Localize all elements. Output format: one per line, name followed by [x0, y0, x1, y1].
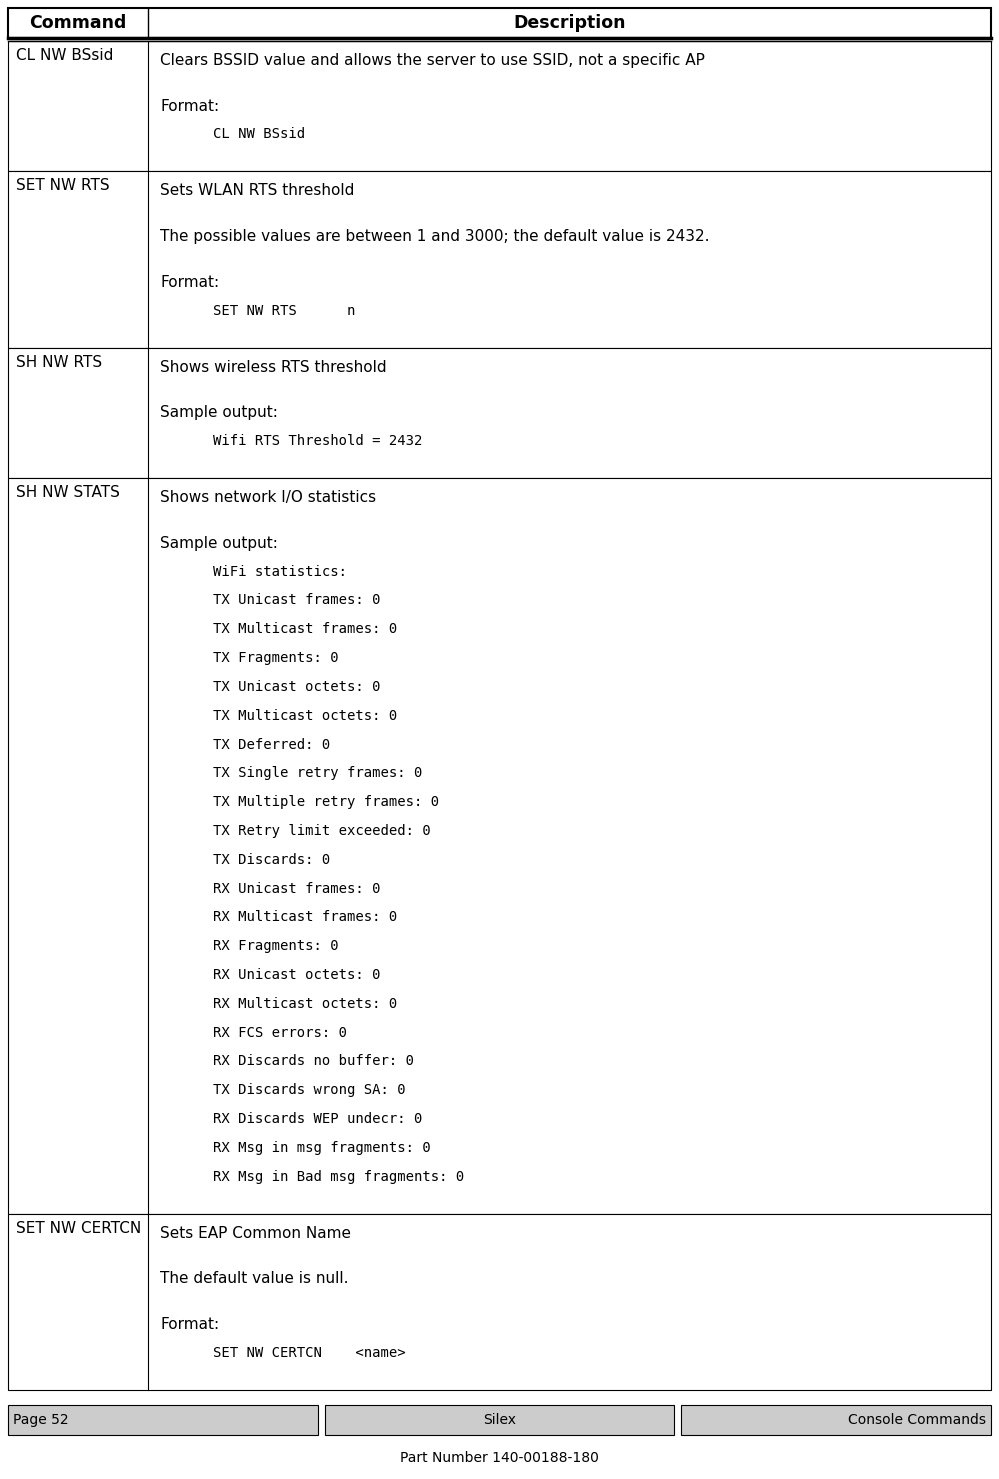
Text: Sets WLAN RTS threshold: Sets WLAN RTS threshold [160, 183, 355, 198]
Text: SET NW CERTCN: SET NW CERTCN [16, 1220, 141, 1236]
Text: TX Discards wrong SA: 0: TX Discards wrong SA: 0 [213, 1083, 406, 1097]
Text: The possible values are between 1 and 3000; the default value is 2432.: The possible values are between 1 and 30… [160, 229, 709, 244]
Bar [8, 348, 991, 478]
Bar [681, 1405, 991, 1435]
Text: SH NW RTS: SH NW RTS [16, 355, 102, 370]
Text: Page 52: Page 52 [13, 1412, 69, 1427]
Bar [8, 7, 991, 38]
Text: RX Unicast frames: 0: RX Unicast frames: 0 [213, 881, 381, 896]
Text: RX Unicast octets: 0: RX Unicast octets: 0 [213, 969, 381, 982]
Text: Sample output:: Sample output: [160, 535, 278, 550]
Bar [8, 172, 991, 348]
Bar [8, 1214, 991, 1390]
Text: RX Fragments: 0: RX Fragments: 0 [213, 939, 339, 952]
Text: TX Single retry frames: 0: TX Single retry frames: 0 [213, 766, 423, 781]
Text: SET NW RTS      n: SET NW RTS n [213, 303, 356, 318]
Text: TX Unicast frames: 0: TX Unicast frames: 0 [213, 593, 381, 608]
Text: SET NW RTS: SET NW RTS [16, 179, 110, 194]
Text: Shows wireless RTS threshold: Shows wireless RTS threshold [160, 359, 387, 374]
Text: Format:: Format: [160, 99, 219, 114]
Text: Format:: Format: [160, 1318, 219, 1333]
Text: Description: Description [513, 13, 625, 33]
Text: RX Msg in msg fragments: 0: RX Msg in msg fragments: 0 [213, 1140, 431, 1155]
Bar [8, 478, 991, 1214]
Text: SET NW CERTCN    <name>: SET NW CERTCN <name> [213, 1346, 406, 1359]
Text: Console Commands: Console Commands [848, 1412, 986, 1427]
Text: Wifi RTS Threshold = 2432: Wifi RTS Threshold = 2432 [213, 435, 423, 448]
Text: Command: Command [29, 13, 127, 33]
Text: RX Discards no buffer: 0: RX Discards no buffer: 0 [213, 1055, 414, 1068]
Text: Shows network I/O statistics: Shows network I/O statistics [160, 490, 377, 506]
Text: RX Multicast octets: 0: RX Multicast octets: 0 [213, 997, 398, 1010]
Bar [8, 41, 991, 172]
Text: TX Retry limit exceeded: 0: TX Retry limit exceeded: 0 [213, 824, 431, 839]
Text: Clears BSSID value and allows the server to use SSID, not a specific AP: Clears BSSID value and allows the server… [160, 53, 705, 68]
Text: Sample output:: Sample output: [160, 405, 278, 420]
Text: TX Unicast octets: 0: TX Unicast octets: 0 [213, 680, 381, 694]
Text: TX Multicast frames: 0: TX Multicast frames: 0 [213, 623, 398, 636]
Text: TX Multicast octets: 0: TX Multicast octets: 0 [213, 708, 398, 723]
Bar [8, 1405, 318, 1435]
Text: TX Multiple retry frames: 0: TX Multiple retry frames: 0 [213, 796, 440, 809]
Text: Silex: Silex [483, 1412, 516, 1427]
Text: Sets EAP Common Name: Sets EAP Common Name [160, 1226, 351, 1241]
Text: CL NW BSsid: CL NW BSsid [16, 47, 113, 64]
Text: RX Msg in Bad msg fragments: 0: RX Msg in Bad msg fragments: 0 [213, 1170, 465, 1183]
Text: CL NW BSsid: CL NW BSsid [213, 127, 305, 142]
Text: WiFi statistics:: WiFi statistics: [213, 565, 347, 578]
Text: TX Deferred: 0: TX Deferred: 0 [213, 738, 331, 751]
Text: Part Number 140-00188-180: Part Number 140-00188-180 [400, 1451, 599, 1466]
Text: Format:: Format: [160, 275, 219, 290]
Text: RX Discards WEP undecr: 0: RX Discards WEP undecr: 0 [213, 1112, 423, 1126]
Text: TX Discards: 0: TX Discards: 0 [213, 853, 331, 867]
Text: SH NW STATS: SH NW STATS [16, 485, 120, 500]
Text: RX Multicast frames: 0: RX Multicast frames: 0 [213, 911, 398, 924]
Text: RX FCS errors: 0: RX FCS errors: 0 [213, 1025, 347, 1040]
Text: The default value is null.: The default value is null. [160, 1272, 349, 1287]
Text: TX Fragments: 0: TX Fragments: 0 [213, 651, 339, 666]
Bar [325, 1405, 674, 1435]
